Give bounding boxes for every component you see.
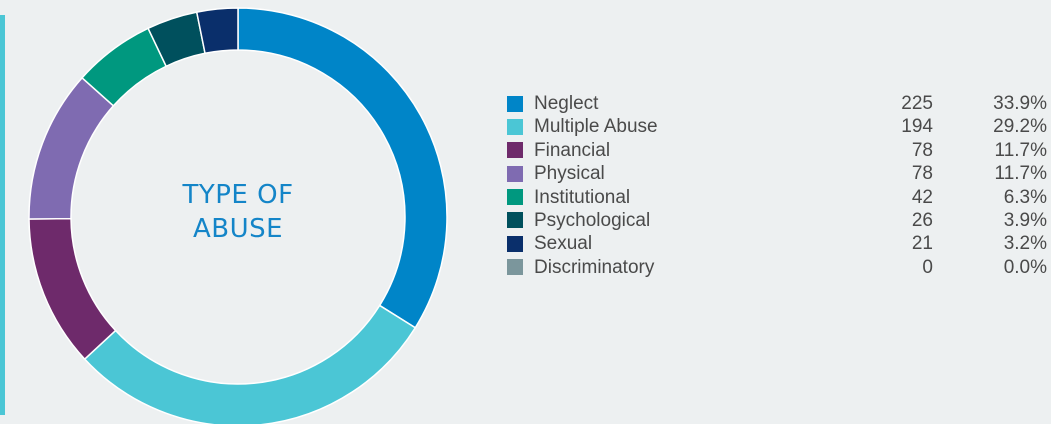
legend-swatch-multiple-abuse [507,118,523,135]
legend-swatch-financial [507,142,523,159]
slice-neglect [237,7,448,329]
donut-chart [28,7,448,424]
legend-swatch-neglect [507,95,523,112]
slice-sexual [195,7,239,55]
accent-bar [0,15,5,415]
legend-row-psychological: Psychological 26 3.9% [507,209,1047,232]
legend-row-physical: Physical 78 11.7% [507,162,1047,185]
legend-swatch-discriminatory [507,259,523,276]
legend-label-psychological: Psychological [534,209,651,231]
legend-label-financial: Financial [534,139,611,161]
legend-percent-physical: 11.7% [994,163,1047,185]
legend-row-financial: Financial 78 11.7% [507,139,1047,162]
slice-physical [28,76,115,220]
legend-row-multiple-abuse: Multiple Abuse 194 29.2% [507,115,1047,138]
legend-swatch-sexual [507,235,523,252]
legend-percent-financial: 11.7% [994,139,1047,161]
legend-percent-psychological: 3.9% [1003,209,1047,231]
legend-count-multiple-abuse: 194 [901,116,933,138]
legend-percent-neglect: 33.9% [993,93,1047,114]
legend-percent-sexual: 3.2% [1003,233,1047,255]
legend-label-multiple-abuse: Multiple Abuse [534,116,658,138]
legend-count-sexual: 21 [911,233,933,255]
slice-multiple-abuse [83,304,417,424]
legend-label-institutional: Institutional [534,186,631,208]
legend-count-neglect: 225 [901,93,933,114]
legend-count-financial: 78 [911,139,933,161]
chart-title: TYPE OF ABUSE [158,178,318,246]
legend-label-sexual: Sexual [534,233,593,255]
legend-percent-multiple-abuse: 29.2% [993,116,1047,138]
legend-row-neglect: Neglect 225 33.9% [507,92,1047,115]
legend-count-discriminatory: 0 [922,256,933,278]
legend-percent-discriminatory: 0.0% [1003,256,1047,278]
legend-swatch-psychological [507,212,523,229]
legend-swatch-physical [507,165,523,182]
legend: Neglect 225 33.9% Multiple Abuse 194 29.2% Fin… [507,92,1047,279]
legend-row-institutional: Institutional 42 6.3% [507,186,1047,209]
chart-title-line-2: ABUSE [192,214,284,244]
legend-count-psychological: 26 [911,209,933,231]
legend-count-institutional: 42 [911,186,933,208]
chart-title-line-1: TYPE OF [182,180,294,210]
legend-swatch-institutional [507,189,523,206]
legend-count-physical: 78 [911,163,933,185]
legend-label-neglect: Neglect [534,93,599,114]
legend-row-sexual: Sexual 21 3.2% [507,232,1047,255]
legend-row-discriminatory: Discriminatory 0 0.0% [507,256,1047,279]
legend-label-discriminatory: Discriminatory [534,256,655,278]
legend-label-physical: Physical [534,163,605,185]
legend-percent-institutional: 6.3% [1003,186,1047,208]
slice-financial [28,217,117,361]
